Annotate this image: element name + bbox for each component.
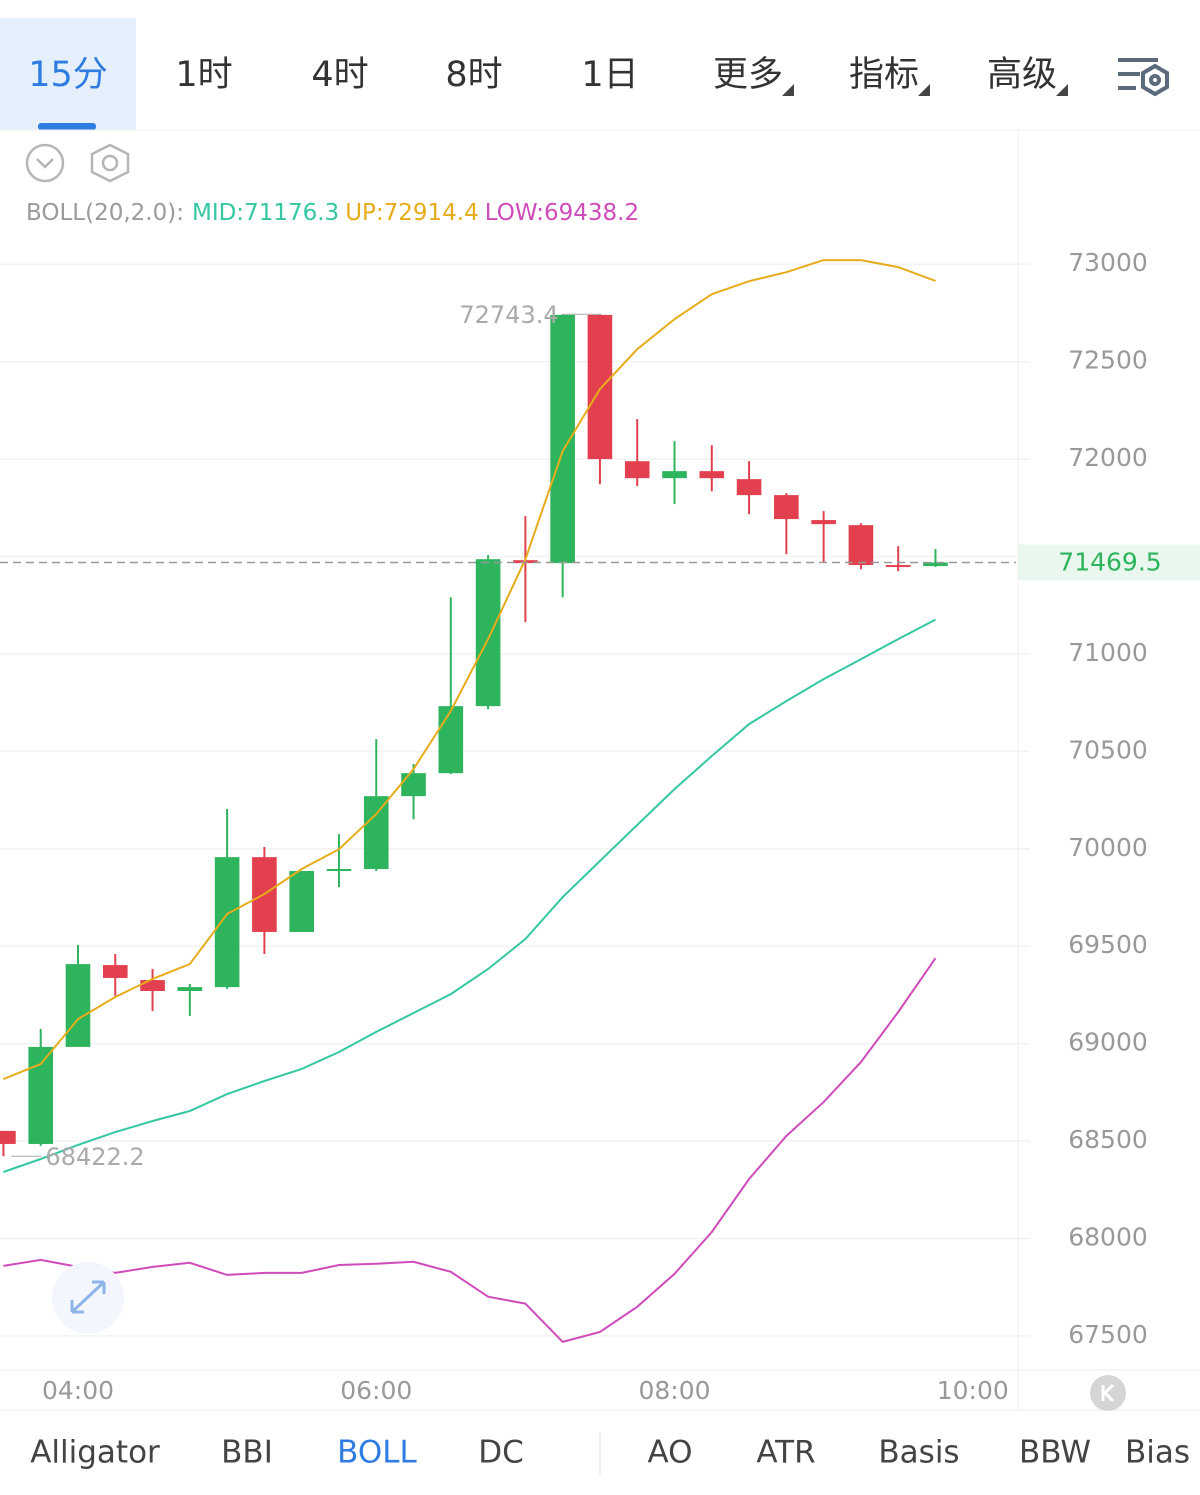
indicator-tab[interactable]: ATR [756, 1435, 815, 1471]
timeframe-tab[interactable]: 1日 [581, 55, 638, 95]
icon-hex [1141, 63, 1169, 97]
candle-body [102, 965, 128, 978]
indicator-tab[interactable]: BBW [1019, 1435, 1091, 1471]
candle-body [811, 520, 836, 525]
icon [1101, 1383, 1115, 1403]
high-label: 72743.4 [459, 301, 558, 329]
candle-body [475, 559, 501, 707]
candle-body [177, 987, 203, 991]
x-tick-label: 10:00 [937, 1376, 1009, 1405]
y-tick-label: 68000 [1068, 1222, 1148, 1251]
x-tick-label: 04:00 [42, 1376, 114, 1405]
candle-body [140, 980, 165, 991]
y-tick-label: 70000 [1068, 833, 1148, 862]
plot [0, 259, 1030, 1344]
k-button[interactable] [1090, 1375, 1126, 1411]
x-tick-label: 06:00 [340, 1376, 412, 1405]
y-tick-label: 72000 [1068, 443, 1148, 472]
candle-body [28, 1046, 54, 1144]
tab-indicator [38, 123, 96, 130]
y-tick-label: 70500 [1068, 735, 1148, 764]
dropdown-caret [1056, 84, 1068, 96]
last-price-tag [1018, 544, 1200, 581]
y-tick-label: 69000 [1068, 1028, 1148, 1057]
legend-value: 72914.4 [384, 200, 479, 226]
legend-name: UP: [345, 200, 383, 226]
indicator-header: BOLL(20,2.0): MID:71176.3 UP:72914.4 LOW:69… [26, 200, 639, 226]
collapse-icon[interactable] [25, 143, 65, 183]
selected-tab-bg [0, 18, 136, 130]
candle-body [401, 773, 426, 797]
legend-value: 69438.2 [544, 200, 639, 226]
icon [70, 1280, 106, 1314]
indicator-tab[interactable]: Basis [878, 1435, 959, 1471]
y-tick-label: 67500 [1068, 1320, 1148, 1349]
candle-body [736, 479, 762, 496]
icon-hex [90, 143, 130, 183]
button-bg [1090, 1375, 1126, 1411]
timeframe-tab[interactable]: 4时 [311, 55, 368, 95]
y-tick-label: 69500 [1068, 930, 1148, 959]
timeframe-tab[interactable]: 高级 [987, 55, 1057, 95]
boll-line [3, 957, 937, 1344]
indicator-tab[interactable]: Alligator [30, 1435, 160, 1471]
candle-body [65, 964, 91, 1047]
y-tick-label: 71000 [1068, 638, 1148, 667]
legend-name: MID: [192, 200, 244, 226]
candle-body [550, 314, 575, 564]
candle-body [513, 560, 538, 564]
dropdown-caret [782, 84, 794, 96]
candle-body [624, 461, 650, 479]
indicator-tab[interactable]: Bias [1125, 1435, 1190, 1471]
icon-dot [1149, 74, 1161, 86]
candle-body [662, 471, 687, 479]
candle-body [326, 869, 352, 872]
expand-button[interactable] [52, 1262, 124, 1334]
indicator-tab[interactable]: BBI [221, 1435, 273, 1471]
icon-chevron [36, 158, 54, 169]
boll-line [3, 618, 936, 1173]
last-price-label: 71469.5 [1058, 547, 1161, 576]
timeframe-tab[interactable]: 指标 [849, 55, 919, 95]
y-tick-label: 68500 [1068, 1125, 1148, 1154]
icon-circle [25, 143, 65, 183]
timeframe-tab[interactable]: 15分 [28, 55, 108, 95]
candle-body [363, 796, 389, 870]
candle-body [214, 857, 240, 988]
legend-value: 71176.3 [244, 200, 339, 226]
candle-body [699, 471, 725, 479]
x-tick-label: 08:00 [638, 1376, 710, 1405]
indicator-tab[interactable]: DC [478, 1435, 524, 1471]
candle-body [289, 870, 314, 932]
candle-body [774, 495, 799, 520]
candle-body [0, 1130, 16, 1144]
timeframe-tab[interactable]: 更多 [713, 55, 783, 95]
legend-name: LOW: [485, 200, 544, 226]
indicator-tab[interactable]: BOLL [337, 1435, 417, 1471]
indicator-label: BOLL(20,2.0): [26, 200, 184, 226]
y-tick-label: 72500 [1068, 346, 1148, 375]
low-label: 68422.2 [45, 1143, 144, 1171]
boll-line [3, 259, 936, 1081]
candle-body [923, 562, 948, 567]
dropdown-caret [918, 84, 930, 96]
candle-body [587, 314, 613, 460]
timeframe-tab[interactable]: 1时 [175, 55, 232, 95]
candle-body [848, 525, 874, 566]
indicator-settings-icon[interactable] [90, 143, 130, 183]
indicator-tab[interactable]: AO [647, 1435, 692, 1471]
candle-body [438, 706, 464, 774]
icon-dot [101, 154, 119, 172]
timeframe-tab[interactable]: 8时 [445, 55, 502, 95]
candle-body [885, 565, 911, 568]
settings-icon[interactable] [1118, 58, 1169, 97]
y-tick-label: 73000 [1068, 248, 1148, 277]
